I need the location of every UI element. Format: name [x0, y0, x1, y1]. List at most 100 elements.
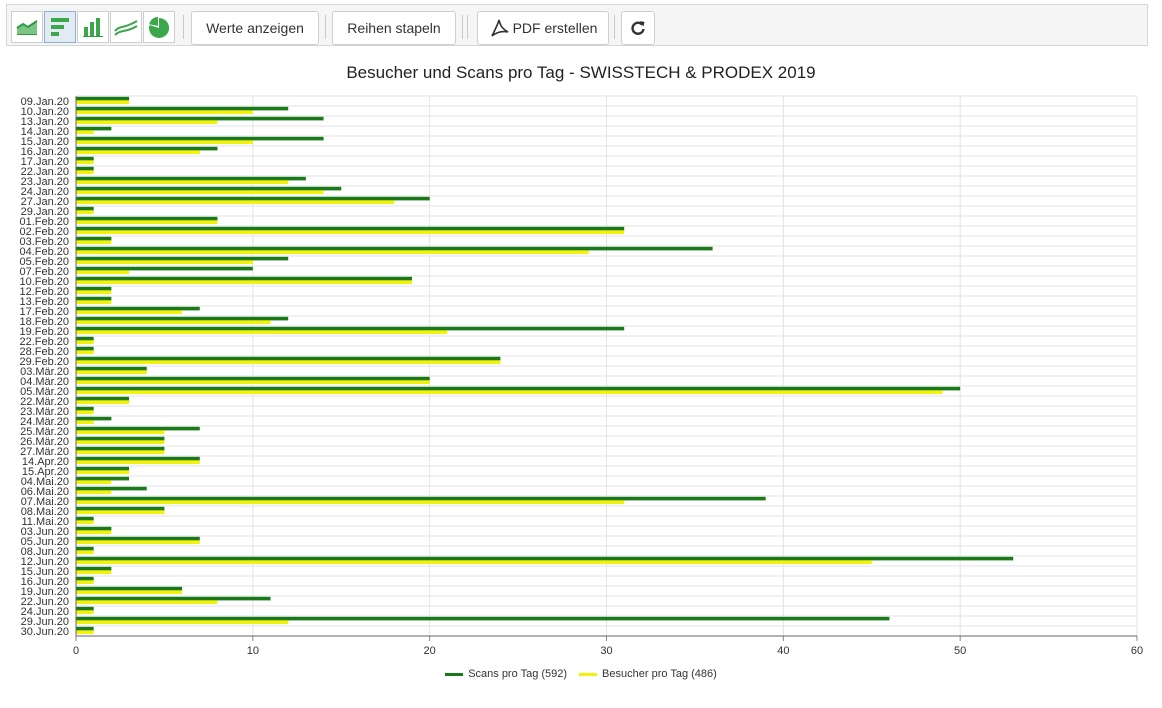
pdf-icon: [490, 19, 509, 37]
bar-visitors: [76, 200, 395, 204]
bar-visitors: [76, 520, 94, 524]
show-values-label: Werte anzeigen: [206, 20, 304, 36]
bar-visitors: [76, 440, 165, 444]
bar-visitors: [76, 340, 94, 344]
bar-scans: [76, 516, 94, 521]
bar-scans: [76, 226, 625, 231]
legend-swatch: [579, 672, 598, 676]
bar-visitors: [76, 580, 94, 584]
x-tick-label: 60: [1131, 645, 1143, 657]
y-tick-label: 24.Mär.20: [20, 416, 69, 428]
refresh-button[interactable]: [621, 11, 655, 45]
area-chart-button[interactable]: [11, 11, 43, 43]
bar-visitors: [76, 260, 253, 264]
area-chart-icon: [16, 20, 38, 35]
y-tick-label: 22.Mär.20: [20, 396, 69, 408]
bar-scans: [76, 166, 94, 171]
bar-visitors: [76, 230, 625, 234]
vertical-bar-chart-icon: [83, 18, 103, 37]
bar-scans: [76, 626, 94, 631]
bar-scans: [76, 296, 112, 301]
pie-chart-button[interactable]: [143, 11, 175, 43]
y-tick-label: 10.Feb.20: [19, 276, 69, 288]
y-tick-label: 04.Feb.20: [19, 246, 69, 258]
x-tick-label: 30: [600, 645, 612, 657]
toolbar-separator: [467, 15, 468, 39]
y-tick-label: 24.Jun.20: [21, 606, 69, 618]
bar-visitors: [76, 170, 94, 174]
bar-scans: [76, 286, 112, 291]
bar-visitors: [76, 450, 165, 454]
y-tick-label: 12.Feb.20: [19, 286, 69, 298]
bar-visitors: [76, 150, 200, 154]
chart-title: Besucher und Scans pro Tag - SWISSTECH &…: [346, 63, 816, 82]
bar-visitors: [76, 600, 218, 604]
refresh-icon: [631, 21, 645, 35]
bar-scans: [76, 366, 147, 371]
y-tick-label: 22.Jun.20: [21, 596, 69, 608]
bar-visitors: [76, 250, 589, 254]
stack-series-button[interactable]: Reihen stapeln: [332, 11, 456, 45]
legend-item[interactable]: Besucher pro Tag (486): [579, 668, 717, 680]
y-tick-label: 23.Jan.20: [21, 176, 69, 188]
bar-visitors: [76, 380, 430, 384]
horizontal-bar-chart-icon: [51, 18, 69, 36]
y-tick-label: 26.Mär.20: [20, 436, 69, 448]
line-chart-button[interactable]: [110, 11, 142, 43]
bar-scans: [76, 136, 324, 141]
bar-scans: [76, 386, 961, 391]
bar-visitors: [76, 550, 94, 554]
bar-visitors: [76, 400, 130, 404]
bar-visitors: [76, 530, 112, 534]
bar-visitors: [76, 500, 625, 504]
bar-visitors: [76, 620, 289, 624]
y-tick-label: 14.Apr.20: [22, 456, 69, 468]
legend-item[interactable]: Scans pro Tag (592): [445, 668, 567, 680]
bar-scans: [76, 206, 94, 211]
bar-scans: [76, 266, 253, 271]
bar-visitors: [76, 280, 412, 284]
bar-scans: [76, 236, 112, 241]
bar-visitors: [76, 220, 218, 224]
bar-visitors: [76, 120, 218, 124]
bar-visitors: [76, 630, 94, 634]
y-tick-label: 13.Feb.20: [19, 296, 69, 308]
create-pdf-button[interactable]: PDF erstellen: [477, 11, 609, 45]
y-tick-label: 15.Jan.20: [21, 136, 69, 148]
bar-visitors: [76, 180, 289, 184]
bar-visitors: [76, 610, 94, 614]
y-tick-label: 05.Mär.20: [20, 386, 69, 398]
bar-scans: [76, 106, 289, 111]
horizontal-bar-chart-button[interactable]: [44, 11, 76, 43]
chart-toolbar: Werte anzeigen Reihen stapeln PDF erstel…: [6, 4, 1148, 46]
bar-scans: [76, 406, 94, 411]
x-tick-label: 50: [954, 645, 966, 657]
chart-legend: Scans pro Tag (592) Besucher pro Tag (486…: [0, 668, 1162, 680]
y-tick-label: 07.Feb.20: [19, 266, 69, 278]
bar-scans: [76, 616, 890, 621]
bar-scans: [76, 356, 501, 361]
bar-visitors: [76, 300, 112, 304]
bar-scans: [76, 426, 200, 431]
y-tick-label: 03.Jun.20: [21, 526, 69, 538]
bar-visitors: [76, 140, 253, 144]
vertical-bar-chart-button[interactable]: [77, 11, 109, 43]
bar-visitors: [76, 460, 200, 464]
y-tick-label: 10.Jan.20: [21, 106, 69, 118]
bar-scans: [76, 486, 147, 491]
y-tick-label: 16.Jan.20: [21, 146, 69, 158]
bar-visitors: [76, 290, 112, 294]
bar-visitors: [76, 430, 165, 434]
y-tick-label: 25.Mär.20: [20, 426, 69, 438]
bar-scans: [76, 336, 94, 341]
bar-scans: [76, 96, 130, 101]
bar-scans: [76, 416, 112, 421]
y-tick-label: 02.Feb.20: [19, 226, 69, 238]
y-tick-label: 06.Mai.20: [21, 486, 69, 498]
y-tick-label: 17.Jan.20: [21, 156, 69, 168]
y-tick-label: 19.Jun.20: [21, 586, 69, 598]
bar-visitors: [76, 510, 165, 514]
bar-scans: [76, 546, 94, 551]
show-values-button[interactable]: Werte anzeigen: [191, 11, 319, 45]
bar-visitors: [76, 390, 943, 394]
